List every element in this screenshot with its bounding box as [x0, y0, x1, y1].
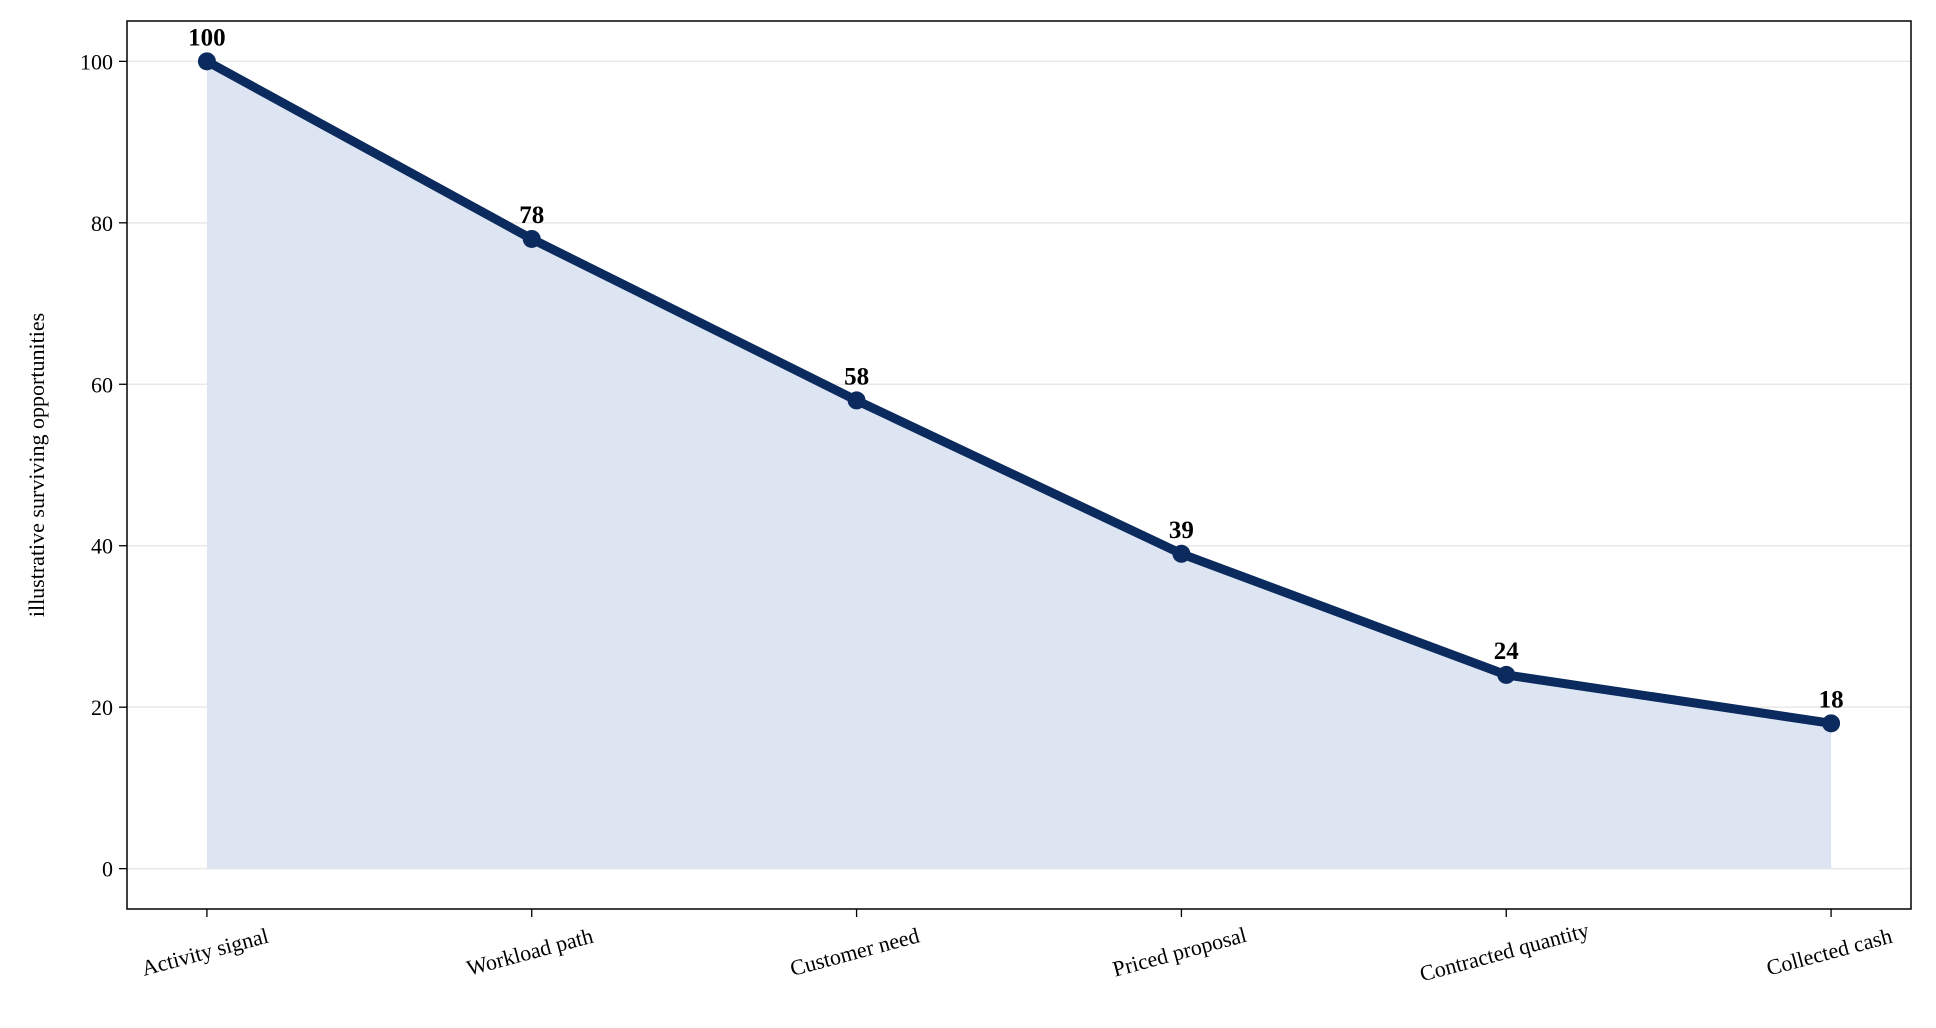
- x-tick-label: Activity signal: [139, 923, 271, 981]
- y-tick-label: 100: [80, 49, 113, 74]
- plot-frame: [126, 20, 1912, 910]
- x-tick-label: Priced proposal: [1110, 922, 1249, 982]
- x-tick-label: Contracted quantity: [1417, 917, 1592, 986]
- area: [206, 61, 1832, 869]
- marker: [197, 52, 216, 71]
- y-tick-label: 60: [91, 372, 113, 397]
- value-label: 18: [1819, 686, 1844, 713]
- value-label: 78: [519, 202, 544, 229]
- marker: [1172, 544, 1191, 563]
- y-tick-label: 80: [91, 211, 113, 236]
- x-tick-label: Customer need: [787, 923, 922, 981]
- y-tick-label: 20: [91, 695, 113, 720]
- marker: [522, 229, 541, 248]
- value-label: 24: [1494, 638, 1520, 665]
- y-tick-label: 40: [91, 534, 113, 559]
- marker: [1822, 714, 1841, 733]
- y-tick-label: 0: [102, 857, 113, 882]
- marker: [847, 391, 866, 410]
- y-axis-label: illustrative surviving opportunities: [24, 313, 49, 617]
- line: [204, 57, 1832, 728]
- value-label: 100: [188, 24, 226, 51]
- x-tick-label: Collected cash: [1764, 923, 1895, 981]
- value-label: 58: [844, 363, 869, 390]
- x-tick-label: Workload path: [464, 923, 596, 981]
- marker: [1497, 665, 1516, 684]
- value-label: 39: [1169, 517, 1194, 544]
